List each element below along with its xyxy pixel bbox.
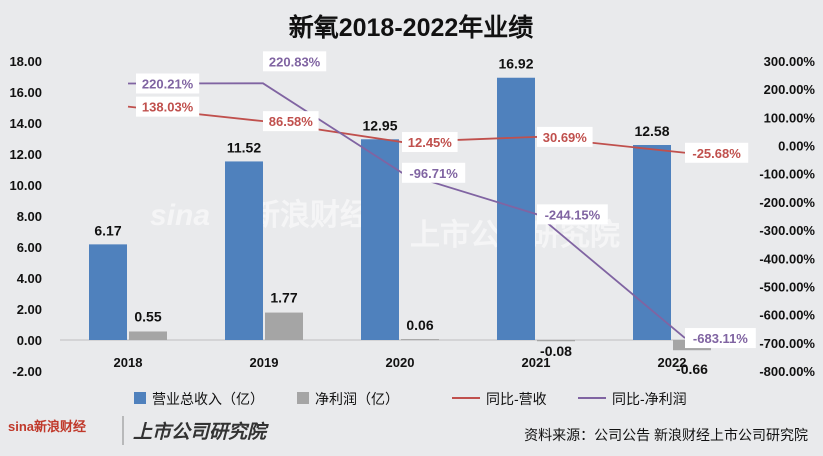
category-axis: 2018 2019 2020 2021 2022 xyxy=(114,355,687,370)
profit-yoy-label: -683.11% xyxy=(685,328,756,348)
footer-brand-logo: sina新浪财经 xyxy=(8,419,86,434)
revenue-bar xyxy=(89,244,127,340)
chart-title: 新氧2018-2022年业绩 xyxy=(289,13,534,42)
net-profit-bar-label: 0.55 xyxy=(134,308,161,324)
revenue-bar xyxy=(361,139,399,340)
label-text: 138.03% xyxy=(142,100,194,115)
label-text: 30.69% xyxy=(543,130,588,145)
right-tick-label: -800.00% xyxy=(759,364,815,379)
legend-swatch-net-profit xyxy=(297,392,309,404)
label-text: 12.45% xyxy=(408,135,453,150)
category-label: 2020 xyxy=(386,355,415,370)
legend-label-net-profit: 净利润（亿） xyxy=(315,391,399,407)
left-tick-label: -2.00 xyxy=(12,364,42,379)
watermark-text-1: 新浪财经 xyxy=(250,198,370,232)
right-tick-label: 300.00% xyxy=(764,54,816,69)
net-profit-bar-label: 0.06 xyxy=(406,317,433,333)
label-text: -25.68% xyxy=(692,146,741,161)
right-tick-label: -600.00% xyxy=(759,308,815,323)
legend-label-profit-yoy: 同比-净利润 xyxy=(612,391,687,407)
left-tick-label: 12.00 xyxy=(9,147,42,162)
revenue-yoy-label: 12.45% xyxy=(402,132,458,152)
label-text: 220.21% xyxy=(142,76,194,91)
right-tick-label: -100.00% xyxy=(759,167,815,182)
label-text: -683.11% xyxy=(693,331,748,346)
label-text: -244.15% xyxy=(545,207,601,222)
left-tick-label: 10.00 xyxy=(9,178,42,193)
legend-label-revenue-yoy: 同比-营收 xyxy=(486,391,547,407)
legend-swatch-revenue xyxy=(134,392,146,404)
right-tick-label: 0.00% xyxy=(778,139,815,154)
watermark-logo: sina xyxy=(150,199,210,232)
revenue-bar xyxy=(497,78,535,340)
revenue-yoy-label: 138.03% xyxy=(136,97,199,117)
category-label: 2019 xyxy=(250,355,279,370)
net-profit-bar-label: -0.08 xyxy=(540,343,572,359)
right-tick-label: -700.00% xyxy=(759,336,815,351)
legend: 营业总收入（亿） 净利润（亿） 同比-营收 同比-净利润 xyxy=(134,391,687,407)
revenue-yoy-label: 30.69% xyxy=(537,127,593,147)
profit-yoy-label: 220.21% xyxy=(136,73,199,93)
right-tick-label: -500.00% xyxy=(759,279,815,294)
net-profit-bar xyxy=(129,331,167,340)
left-tick-label: 6.00 xyxy=(17,240,42,255)
revenue-yoy-label: -25.68% xyxy=(685,143,748,163)
revenue-bar-label: 6.17 xyxy=(94,222,121,238)
profit-yoy-label: -244.15% xyxy=(537,204,608,224)
right-tick-label: 200.00% xyxy=(764,82,816,97)
net-profit-bar-label: -0.66 xyxy=(676,361,708,377)
net-profit-bar xyxy=(401,339,439,340)
source-note: 资料来源：公司公告 新浪财经上市公司研究院 xyxy=(524,427,808,443)
profit-yoy-label: 220.83% xyxy=(263,51,326,71)
right-tick-label: 100.00% xyxy=(764,110,816,125)
right-tick-label: -400.00% xyxy=(759,251,815,266)
profit-yoy-label: -96.71% xyxy=(402,163,465,183)
net-profit-bar-label: 1.77 xyxy=(270,290,297,306)
right-tick-label: -200.00% xyxy=(759,195,815,210)
revenue-bar-label: 12.95 xyxy=(362,117,397,133)
revenue-bar-label: 12.58 xyxy=(634,123,669,139)
legend-label-revenue: 营业总收入（亿） xyxy=(152,391,264,407)
revenue-bar xyxy=(225,161,263,340)
left-tick-label: 16.00 xyxy=(9,85,42,100)
right-axis: -800.00% -700.00% -600.00% -500.00% -400.00%… xyxy=(759,54,815,379)
left-tick-label: 8.00 xyxy=(17,209,42,224)
revenue-bar-label: 11.52 xyxy=(227,139,261,155)
net-profit-bar xyxy=(537,340,575,341)
revenue-bar-label: 16.92 xyxy=(498,56,533,72)
label-text: 86.58% xyxy=(269,114,314,129)
footer: sina新浪财经 上市公司研究院 资料来源：公司公告 新浪财经上市公司研究院 xyxy=(8,416,808,445)
left-tick-label: 4.00 xyxy=(17,271,42,286)
left-tick-label: 14.00 xyxy=(9,116,42,131)
label-text: -96.71% xyxy=(409,166,458,181)
left-tick-label: 0.00 xyxy=(17,333,42,348)
footer-brand-name: 上市公司研究院 xyxy=(133,421,269,443)
category-label: 2018 xyxy=(114,355,143,370)
left-tick-label: 2.00 xyxy=(17,302,42,317)
left-tick-label: 18.00 xyxy=(9,54,42,69)
label-text: 220.83% xyxy=(269,54,321,69)
left-axis: -2.00 0.00 2.00 4.00 6.00 8.00 10.00 12.00 14.00… xyxy=(9,54,42,379)
net-profit-bar xyxy=(265,313,303,340)
chart-canvas: 新氧2018-2022年业绩 sina 新浪财经 上市公司研究院 -2.00 0.… xyxy=(0,0,823,456)
revenue-yoy-label: 86.58% xyxy=(263,111,319,131)
right-tick-label: -300.00% xyxy=(759,223,815,238)
